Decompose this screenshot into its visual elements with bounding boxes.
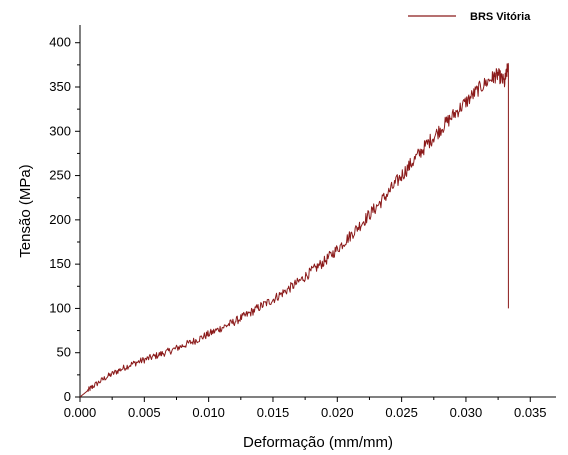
y-tick-label: 150	[49, 256, 71, 271]
y-tick-label: 200	[49, 212, 71, 227]
x-tick-label: 0.010	[192, 405, 225, 420]
y-tick-label: 100	[49, 300, 71, 315]
y-tick-label: 250	[49, 168, 71, 183]
x-tick-label: 0.015	[257, 405, 290, 420]
x-ticks: 0.000 0.005 0.010 0.015 0.020 0.025 0.030 0.035	[64, 397, 547, 420]
y-tick-label: 50	[57, 345, 71, 360]
y-tick-label: 350	[49, 79, 71, 94]
x-tick-label: 0.025	[385, 405, 418, 420]
legend-label: BRS Vitória	[470, 11, 531, 23]
x-tick-label: 0.000	[64, 405, 97, 420]
x-tick-label: 0.030	[450, 405, 483, 420]
x-axis-title: Deformação (mm/mm)	[243, 434, 393, 451]
y-tick-label: 400	[49, 35, 71, 50]
y-axis-title: Tensão (MPa)	[17, 164, 34, 257]
x-tick-label: 0.020	[321, 405, 354, 420]
series-line	[79, 62, 509, 398]
legend: BRS Vitória	[408, 11, 531, 23]
y-tick-label: 0	[64, 389, 71, 404]
x-tick-label: 0.005	[128, 405, 161, 420]
y-ticks: 0 50 100 150 200 250 300 350 400	[49, 35, 80, 404]
x-tick-label: 0.035	[514, 405, 547, 420]
series-group	[79, 62, 509, 398]
y-tick-label: 300	[49, 123, 71, 138]
